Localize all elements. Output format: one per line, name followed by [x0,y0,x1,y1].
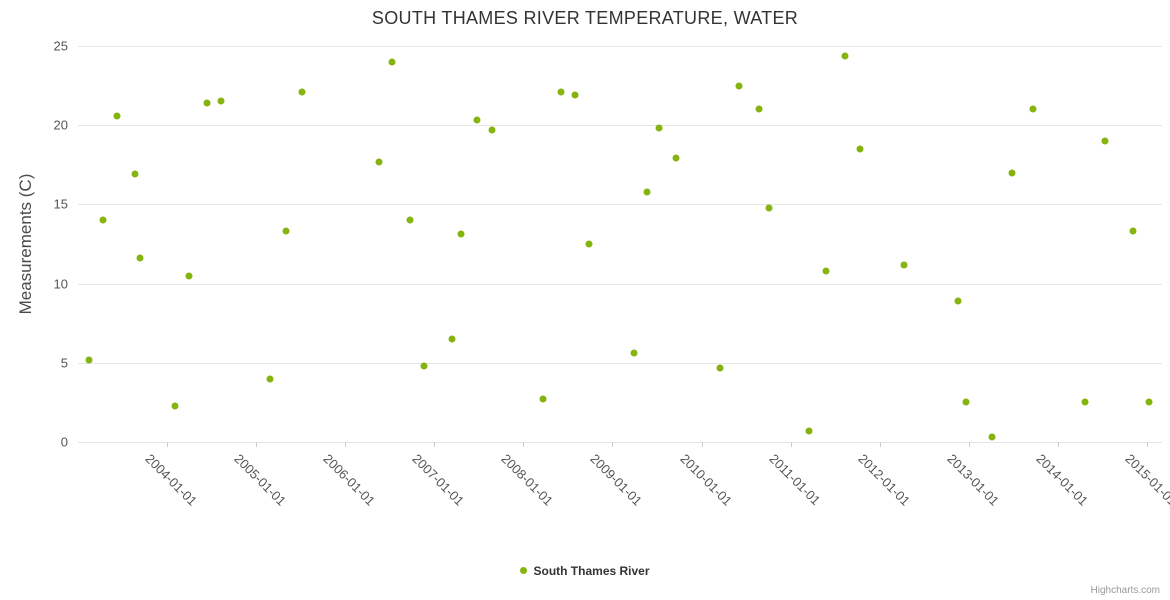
x-axis-tick [790,442,792,447]
data-point[interactable] [136,254,144,262]
data-point[interactable] [375,158,383,166]
chart-title: SOUTH THAMES RIVER TEMPERATURE, WATER [371,8,799,28]
plot-area: 0 5 10 15 20 25 2004-01-01 2005-01-01 2006-01-01… [54,39,1170,509]
data-point[interactable] [406,216,414,224]
x-axis-label: 2014-01-01 [1033,451,1091,509]
legend-marker-icon [520,567,528,575]
data-point[interactable] [1081,398,1089,406]
data-point[interactable] [672,154,680,162]
y-axis-label: 10 [53,276,68,292]
data-point[interactable] [171,402,179,410]
data-point[interactable] [488,126,496,134]
x-axis-label: 2006-01-01 [320,451,379,509]
data-point[interactable] [822,267,830,275]
x-axis-label: 2007-01-01 [409,451,468,509]
data-point[interactable] [420,362,428,370]
data-point[interactable] [217,97,225,105]
data-point[interactable] [655,124,663,132]
data-point[interactable] [185,272,193,280]
x-axis-label: 2004-01-01 [142,451,201,509]
data-point[interactable] [99,216,107,224]
data-point[interactable] [85,356,93,364]
data-point[interactable] [298,88,306,96]
y-axis-label: 20 [53,117,68,133]
x-axis-tick [345,442,347,447]
gridline [78,204,1162,206]
data-point[interactable] [585,240,593,248]
data-point[interactable] [954,297,962,305]
data-point[interactable] [1101,137,1109,145]
y-axis-label: 5 [60,355,68,371]
data-point[interactable] [539,395,547,403]
x-axis-tick [968,442,970,447]
legend[interactable]: South Thames River [0,563,1170,578]
legend-label: South Thames River [533,563,650,578]
x-axis-tick [167,442,169,447]
data-point[interactable] [1008,169,1016,177]
data-point[interactable] [643,188,651,196]
gridline [78,46,1162,47]
data-point[interactable] [988,433,996,441]
y-axis-label: 15 [53,196,68,212]
highcharts-credits[interactable]: Highcharts.com [1090,585,1160,596]
x-axis-label: 2009-01-01 [587,451,646,509]
data-point[interactable] [805,427,813,435]
data-point[interactable] [630,349,638,357]
data-point[interactable] [203,99,211,107]
x-axis-tick [256,442,258,447]
x-axis-tick [1146,442,1148,447]
x-axis-label: 2008-01-01 [498,451,557,509]
data-point[interactable] [1129,227,1137,235]
y-axis-title: Measurements (C) [16,173,35,315]
x-axis-tick [701,442,703,447]
data-point[interactable] [900,261,908,269]
data-point[interactable] [557,88,565,96]
x-axis-label: 2015-01-01 [1122,451,1170,509]
data-point[interactable] [457,230,465,238]
x-axis-label: 2010-01-01 [676,451,735,509]
y-axis-label: 25 [53,38,68,54]
data-point[interactable] [282,227,290,235]
x-axis-label: 2013-01-01 [944,451,1002,509]
data-point[interactable] [1029,105,1037,113]
x-axis-label: 2011-01-01 [765,451,823,508]
x-axis-tick [434,442,436,447]
x-axis-tick [523,442,525,447]
data-point[interactable] [113,112,121,120]
gridline [78,283,1162,285]
data-point[interactable] [448,335,456,343]
data-point[interactable] [473,116,481,124]
data-point[interactable] [131,170,139,178]
data-point[interactable] [1145,398,1153,406]
data-point[interactable] [716,364,724,372]
data-point[interactable] [856,145,864,153]
x-axis-tick [1057,442,1059,447]
data-point[interactable] [841,52,849,59]
x-axis-tick [612,442,614,447]
x-axis-label: 2005-01-01 [231,451,290,509]
x-axis-label: 2012-01-01 [855,451,913,509]
gridline [78,442,1162,443]
data-point[interactable] [266,375,274,383]
data-point[interactable] [388,58,396,66]
data-point[interactable] [735,82,743,90]
x-axis-tick [879,442,881,447]
data-point[interactable] [571,91,579,99]
data-point[interactable] [765,204,773,212]
gridline [78,362,1162,364]
data-point[interactable] [962,398,970,406]
data-point[interactable] [755,105,763,113]
gridline [78,125,1162,127]
y-axis-label: 0 [60,434,68,450]
